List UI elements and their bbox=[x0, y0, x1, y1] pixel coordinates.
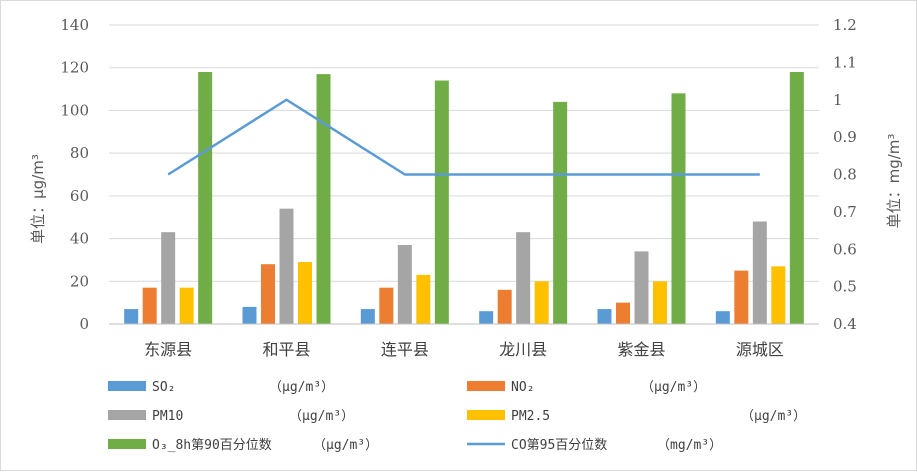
y-left-tick-label: 80 bbox=[70, 144, 89, 162]
y-left-tick-label: 140 bbox=[60, 16, 89, 34]
legend-series-unit: （mg/m³） bbox=[657, 438, 722, 453]
y-left-tick-label: 20 bbox=[70, 272, 89, 290]
bar bbox=[416, 274, 431, 324]
bar bbox=[497, 289, 512, 324]
x-category-label: 和平县 bbox=[262, 340, 310, 359]
bar-series bbox=[124, 71, 804, 325]
y-right-tick-label: 0.5 bbox=[833, 278, 857, 296]
x-category-label: 紫金县 bbox=[617, 340, 665, 359]
bar bbox=[715, 311, 730, 324]
y-left-tick-label: 0 bbox=[79, 315, 89, 333]
bar bbox=[616, 302, 630, 324]
bar bbox=[198, 71, 213, 324]
bar bbox=[179, 287, 194, 324]
bar bbox=[434, 80, 449, 325]
bar bbox=[397, 244, 412, 324]
bar bbox=[789, 71, 804, 324]
bar bbox=[142, 287, 157, 324]
legend-swatch bbox=[467, 381, 505, 391]
bar bbox=[242, 306, 257, 324]
x-category-label: 龙川县 bbox=[499, 340, 547, 359]
bar bbox=[771, 266, 786, 324]
axes: 0 20 40 60 80 100 120 140 0.4 0.5 0.6 0.7 0.8 0.9 1 1.1… bbox=[60, 16, 857, 359]
bar bbox=[316, 74, 331, 324]
x-category-label: 源城区 bbox=[736, 340, 784, 359]
bar bbox=[734, 270, 749, 324]
bar bbox=[360, 309, 375, 324]
bar bbox=[671, 93, 686, 324]
bar bbox=[298, 262, 312, 324]
legend-swatch bbox=[108, 410, 146, 420]
bar bbox=[653, 281, 667, 324]
y-axis-left-title: 单位：μg/m³ bbox=[29, 154, 47, 244]
legend-series-unit: （μg/m³） bbox=[641, 380, 706, 395]
bar bbox=[597, 309, 612, 324]
legend-swatch bbox=[467, 410, 505, 420]
legend-series-name: O₃_8h第90百分位数 bbox=[152, 438, 272, 453]
legend-series-unit: （μg/m³） bbox=[313, 438, 378, 453]
bar bbox=[261, 264, 275, 324]
y-right-tick-label: 1 bbox=[833, 91, 843, 109]
bar bbox=[534, 281, 549, 324]
legend-series-name: PM2.5 bbox=[511, 409, 550, 424]
y-right-tick-label: 1.1 bbox=[833, 53, 857, 71]
y-right-tick-label: 0.4 bbox=[833, 315, 857, 333]
y-right-tick-label: 0.9 bbox=[833, 128, 857, 146]
legend-series-name: CO第95百分位数 bbox=[511, 438, 607, 453]
bar bbox=[124, 309, 139, 324]
bar bbox=[553, 101, 568, 324]
bar bbox=[479, 311, 494, 324]
bar bbox=[634, 251, 649, 324]
x-category-label: 连平县 bbox=[381, 340, 429, 359]
legend-swatch bbox=[108, 439, 146, 449]
legend-series-name: NO₂ bbox=[511, 380, 534, 395]
legend: SO₂ （μg/m³） NO₂ （μg/m³） PM10 （μg/m³） PM2.5 （μg/… bbox=[108, 380, 806, 453]
y-right-tick-label: 0.7 bbox=[833, 203, 857, 221]
legend-series-name: PM10 bbox=[152, 409, 183, 424]
bar bbox=[279, 208, 294, 324]
y-right-tick-label: 0.8 bbox=[833, 166, 857, 184]
y-right-tick-label: 1.2 bbox=[833, 16, 857, 34]
legend-series-name: SO₂ bbox=[152, 380, 175, 395]
bar bbox=[516, 232, 531, 324]
y-left-tick-label: 120 bbox=[60, 59, 89, 77]
bar bbox=[752, 221, 767, 324]
legend-series-unit: （μg/m³） bbox=[289, 409, 354, 424]
y-axis-right-title: 单位：mg/m³ bbox=[885, 134, 903, 229]
legend-series-unit: （μg/m³） bbox=[741, 409, 806, 424]
line-series bbox=[167, 98, 760, 176]
y-left-tick-label: 60 bbox=[70, 187, 89, 205]
co-line bbox=[167, 98, 760, 176]
gridlines bbox=[109, 24, 819, 325]
y-right-tick-label: 0.6 bbox=[833, 240, 857, 258]
y-left-tick-label: 40 bbox=[70, 230, 89, 248]
legend-swatch bbox=[108, 381, 146, 391]
legend-series-unit: （μg/m³） bbox=[269, 380, 334, 395]
x-category-label: 东源县 bbox=[144, 340, 192, 359]
bar bbox=[379, 287, 394, 324]
bar bbox=[161, 232, 176, 324]
y-left-tick-label: 100 bbox=[60, 101, 89, 119]
